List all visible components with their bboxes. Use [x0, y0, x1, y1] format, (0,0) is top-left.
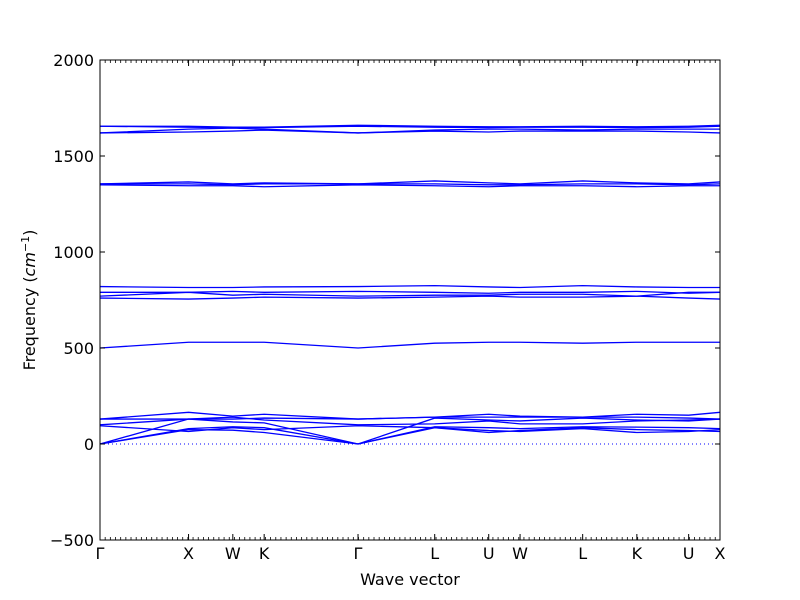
branch-line-17 [99, 127, 720, 134]
x-minor-ticks [99, 60, 716, 540]
branch-line-15 [99, 180, 721, 185]
branch-line-2 [99, 426, 721, 445]
branch-line-9 [99, 295, 721, 300]
x-axis-label: Wave vector [360, 570, 460, 589]
x-tick-label: L [430, 544, 439, 563]
branch-line-8 [99, 341, 720, 349]
x-tick-label: Γ [354, 544, 363, 563]
branch-line-14 [100, 183, 721, 186]
x-tick-label: W [512, 544, 528, 563]
x-tick-label: X [183, 544, 194, 563]
branch-line-16 [99, 129, 721, 134]
branch-line-5 [99, 416, 721, 426]
x-tick-label: U [483, 544, 495, 563]
y-tick-label: 500 [63, 339, 94, 358]
y-tick-label: −500 [50, 531, 94, 550]
y-tick-label: 0 [84, 435, 94, 454]
y-axis-label-exponent: −1 [19, 236, 32, 252]
series-layer [99, 124, 721, 445]
x-tick-label: X [715, 544, 726, 563]
branch-line-1 [99, 427, 721, 445]
y-tick-label: 1000 [53, 243, 94, 262]
x-tick-label: Γ [96, 544, 105, 563]
branch-line-10 [99, 291, 720, 297]
y-tick-label: 1500 [53, 147, 94, 166]
y-axis-ticks: −500 0 500 1000 1500 2000 [50, 51, 720, 550]
y-axis-label-suffix: ) [20, 230, 39, 236]
x-tick-label: W [225, 544, 241, 563]
branch-line-4 [99, 425, 721, 434]
y-tick-label: 2000 [53, 51, 94, 70]
x-tick-label: U [683, 544, 695, 563]
x-tick-label: L [578, 544, 587, 563]
plot-area [100, 60, 720, 540]
y-axis-label-unit: cm [20, 252, 39, 276]
branch-line-7 [100, 416, 721, 420]
x-tick-label: K [632, 544, 643, 563]
branch-line-19 [100, 124, 721, 128]
y-axis-label-prefix: Frequency ( [20, 276, 39, 370]
y-axis-label: Frequency (cm−1) [19, 230, 39, 371]
x-tick-label: K [259, 544, 270, 563]
branch-line-12 [99, 284, 720, 289]
branch-line-11 [100, 290, 721, 294]
branch-line-13 [99, 184, 720, 188]
branch-line-6 [99, 411, 721, 420]
